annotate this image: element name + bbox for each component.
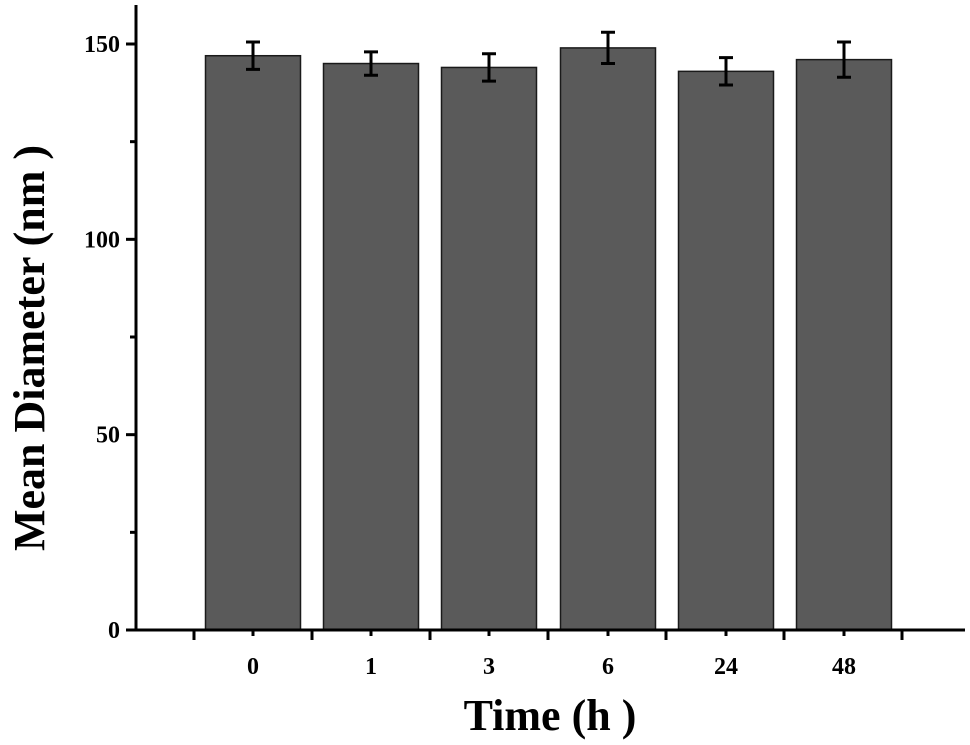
error-bar-1 bbox=[364, 50, 378, 77]
y-ticks-group: 0 50 100 150 bbox=[84, 32, 136, 644]
error-bar-24 bbox=[719, 56, 733, 87]
y-tick-label-0: 0 bbox=[108, 618, 120, 644]
error-bar-3 bbox=[482, 52, 496, 83]
error-bar-48 bbox=[837, 40, 851, 79]
x-tick-label-1: 1 bbox=[365, 654, 377, 680]
x-tick-label-0: 0 bbox=[247, 654, 259, 680]
bar-6 bbox=[559, 47, 657, 631]
x-ticks-group: 0 1 3 6 24 48 bbox=[192, 630, 904, 680]
bar-3 bbox=[440, 66, 538, 631]
bars-group bbox=[204, 47, 893, 631]
bar-48 bbox=[795, 58, 893, 631]
y-tick-label-50: 50 bbox=[96, 423, 120, 449]
x-tick-label-48: 48 bbox=[832, 654, 856, 680]
x-axis-title: Time (h ) bbox=[464, 691, 637, 740]
error-bars-group bbox=[246, 30, 851, 87]
x-tick-label-3: 3 bbox=[483, 654, 495, 680]
y-tick-label-150: 150 bbox=[84, 32, 120, 58]
error-bar-6 bbox=[601, 30, 615, 66]
bar-1 bbox=[322, 62, 420, 631]
x-tick-label-6: 6 bbox=[602, 654, 614, 680]
axes-group bbox=[134, 5, 965, 632]
bar-0 bbox=[204, 54, 302, 631]
bar-24 bbox=[677, 70, 775, 631]
y-tick-label-100: 100 bbox=[84, 227, 120, 253]
x-tick-label-24: 24 bbox=[714, 654, 738, 680]
y-axis-title: Mean Diameter (nm ) bbox=[5, 145, 54, 551]
error-bar-0 bbox=[246, 40, 260, 71]
